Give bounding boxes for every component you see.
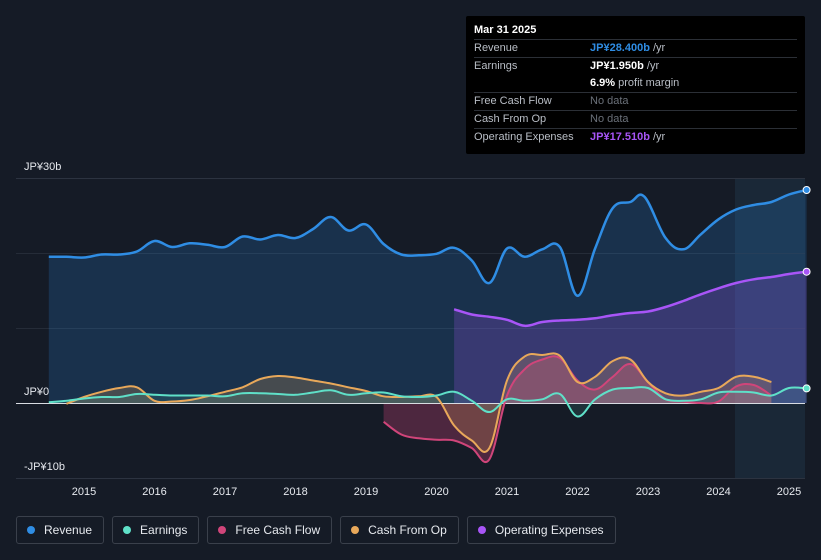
legend-label: Earnings <box>140 523 188 537</box>
gridlines <box>16 178 805 479</box>
legend-dot-icon <box>477 526 486 534</box>
tooltip-value: JP¥17.510b /yr <box>590 131 666 143</box>
operating-expenses-end-marker[interactable] <box>802 267 811 276</box>
operating-expenses-line <box>453 270 807 328</box>
y-label-top: JP¥30b <box>24 161 61 173</box>
legend-label: Revenue <box>44 523 93 537</box>
legend-dot-icon <box>351 526 360 534</box>
free-cash-flow-line <box>383 355 772 463</box>
legend-item-cash-from-op[interactable]: Cash From Op <box>340 516 459 544</box>
tooltip-label: Earnings <box>474 60 518 72</box>
y-label-zero: JP¥0 <box>24 386 49 398</box>
legend-item-free-cash-flow[interactable]: Free Cash Flow <box>207 516 333 544</box>
tooltip-row-cfo: Cash From Op No data <box>474 110 797 128</box>
tooltip-value: JP¥1.950b /yr <box>590 60 660 72</box>
x-tick-label: 2015 <box>72 486 96 498</box>
tooltip: Mar 31 2025 Revenue JP¥28.400b /yr Earni… <box>466 16 805 154</box>
x-tick-label: 2019 <box>354 486 378 498</box>
tooltip-value: JP¥28.400b /yr <box>590 42 666 54</box>
legend-label: Cash From Op <box>368 523 447 537</box>
legend-label: Free Cash Flow <box>235 523 321 537</box>
x-tick-label: 2020 <box>424 486 448 498</box>
x-tick-label: 2024 <box>706 486 730 498</box>
x-tick-label: 2017 <box>213 486 237 498</box>
x-tick-label: 2022 <box>565 486 589 498</box>
tooltip-label: Cash From Op <box>474 113 547 125</box>
tooltip-date: Mar 31 2025 <box>474 24 537 36</box>
tooltip-row-revenue: Revenue JP¥28.400b /yr <box>474 39 797 57</box>
legend-label: Operating Expenses <box>494 523 604 537</box>
legend-dot-icon <box>27 526 35 534</box>
tooltip-value: No data <box>590 95 629 107</box>
legend-dot-icon <box>218 526 227 534</box>
tooltip-row-opex: Operating Expenses JP¥17.510b /yr <box>474 128 797 146</box>
x-tick-label: 2023 <box>636 486 660 498</box>
x-tick-label: 2025 <box>777 486 801 498</box>
revenue-end-marker[interactable] <box>802 186 811 194</box>
revenue-area <box>48 190 807 403</box>
revenue-line <box>48 188 807 298</box>
operating-expenses-area <box>454 271 807 403</box>
legend-item-revenue[interactable]: Revenue <box>16 516 105 544</box>
y-label-bottom: -JP¥10b <box>24 461 65 473</box>
legend-dot-icon <box>123 526 132 534</box>
earnings-line <box>48 386 807 418</box>
x-tick-label: 2018 <box>283 486 307 498</box>
tooltip-row-margin: 6.9% profit margin <box>474 75 797 92</box>
earnings-end-marker[interactable] <box>802 384 811 393</box>
cash-from-op-area <box>66 353 772 452</box>
tooltip-value: No data <box>590 113 629 125</box>
x-tick-label: 2016 <box>142 486 166 498</box>
tooltip-label: Operating Expenses <box>474 131 574 143</box>
tooltip-row-earnings: Earnings JP¥1.950b /yr <box>474 57 797 75</box>
tooltip-label: Free Cash Flow <box>474 95 552 107</box>
tooltip-label: Revenue <box>474 42 519 54</box>
tooltip-value: 6.9% profit margin <box>590 77 680 89</box>
tooltip-row-fcf: Free Cash Flow No data <box>474 92 797 110</box>
tooltip-label <box>474 75 590 92</box>
free-cash-flow-area <box>383 356 772 463</box>
legend-item-operating-expenses[interactable]: Operating Expenses <box>466 516 616 544</box>
x-tick-label: 2021 <box>495 486 519 498</box>
legend-item-earnings[interactable]: Earnings <box>112 516 200 544</box>
legend: Revenue Earnings Free Cash Flow Cash Fro… <box>16 516 616 546</box>
